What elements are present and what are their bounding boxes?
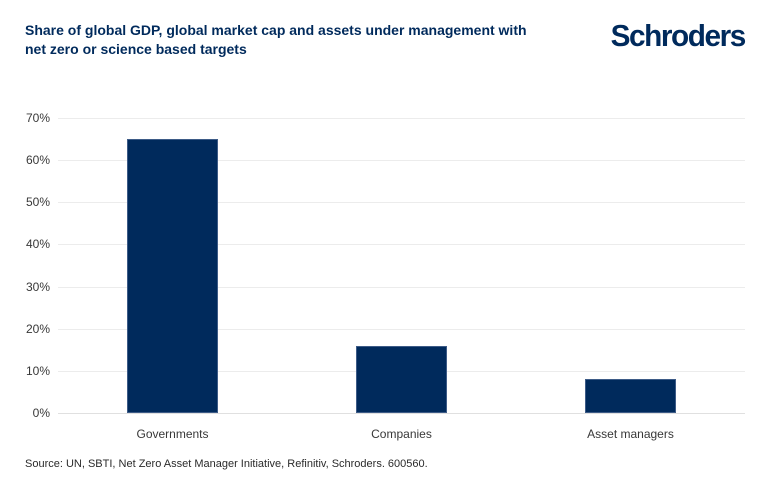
bar-governments bbox=[127, 139, 218, 413]
chart-title-line-2: net zero or science based targets bbox=[25, 41, 247, 57]
gridline-50pct bbox=[58, 202, 745, 204]
y-tick-label-30pct: 30% bbox=[25, 279, 50, 294]
source-note: Source: UN, SBTI, Net Zero Asset Manager… bbox=[25, 458, 428, 470]
y-tick-label-50pct: 50% bbox=[25, 195, 50, 210]
chart-title-line-1: Share of global GDP, global market cap a… bbox=[25, 22, 527, 38]
gridline-60pct bbox=[58, 160, 745, 162]
gridline-30pct bbox=[58, 286, 745, 288]
gridline-0pct bbox=[58, 413, 745, 414]
bar-asset-managers bbox=[585, 379, 676, 413]
x-label-companies: Companies bbox=[371, 427, 432, 441]
y-tick-label-70pct: 70% bbox=[25, 111, 50, 125]
x-label-asset-managers: Asset managers bbox=[587, 427, 674, 441]
schroders-logo: Schroders bbox=[610, 18, 747, 53]
gridline-40pct bbox=[58, 244, 745, 246]
y-tick-label-20pct: 20% bbox=[25, 321, 50, 336]
y-tick-label-40pct: 40% bbox=[25, 237, 50, 252]
y-tick-label-60pct: 60% bbox=[25, 153, 50, 168]
chart-title: Share of global GDP, global market cap a… bbox=[25, 21, 570, 59]
gridline-20pct bbox=[58, 328, 745, 330]
y-tick-label-10pct: 10% bbox=[25, 363, 50, 378]
gridline-70pct bbox=[58, 118, 745, 119]
y-tick-label-0pct: 0% bbox=[32, 406, 50, 420]
x-label-governments: Governments bbox=[136, 427, 209, 441]
bar-companies bbox=[356, 346, 447, 413]
